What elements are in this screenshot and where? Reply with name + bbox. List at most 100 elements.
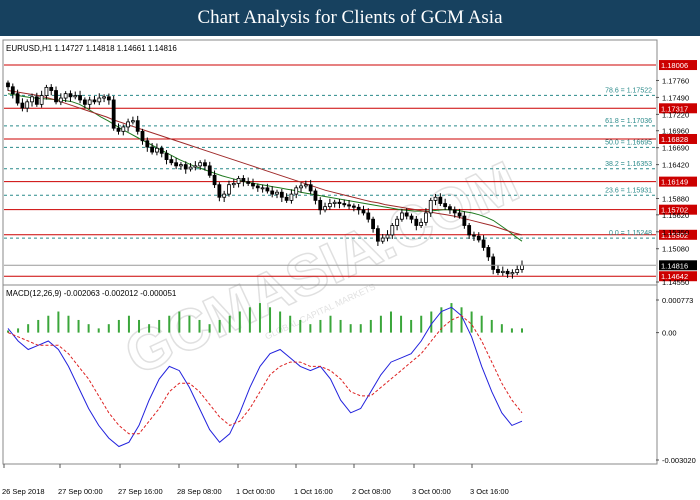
price-tick-label: 1.15350 xyxy=(662,228,689,237)
current-price-tag xyxy=(659,260,697,271)
candle-body xyxy=(404,212,409,217)
candle-body xyxy=(313,190,318,201)
red-level-tag xyxy=(659,271,697,282)
time-axis: 26 Sep 2018 27 Sep 00:00 27 Sep 16:00 28 Se… xyxy=(2,464,509,496)
candle-body xyxy=(337,201,342,204)
candle-body xyxy=(130,120,135,123)
candle-body xyxy=(246,181,251,184)
price-tick-label: 1.14550 xyxy=(662,278,689,287)
red-level-label: 1.15702 xyxy=(661,206,688,215)
candle-body xyxy=(289,193,294,201)
red-level-tag xyxy=(659,176,697,187)
candle-body xyxy=(299,185,303,189)
candle-body xyxy=(500,270,505,273)
red-level-label: 1.18006 xyxy=(661,61,688,70)
candle-body xyxy=(25,101,30,109)
candle-body xyxy=(443,203,448,208)
candle-body xyxy=(448,206,452,211)
candle-body xyxy=(284,196,289,201)
candle-body xyxy=(222,193,227,198)
fib-level-label: 0.0 = 1.15248 xyxy=(609,230,652,237)
candle-body xyxy=(476,235,481,241)
macd-line xyxy=(7,306,523,448)
candle-body xyxy=(39,95,44,105)
candle-body xyxy=(438,196,443,204)
candle-body xyxy=(116,127,121,132)
candle-body xyxy=(78,95,82,101)
candle-body xyxy=(63,93,68,99)
macd-tick-label: 0.00 xyxy=(662,329,677,338)
support-resistance-levels: 1.18006 1.17317 1.16828 1.16149 1.15702 1.153… xyxy=(4,60,697,282)
time-tick-label: 28 Sep 08:00 xyxy=(177,487,222,496)
candle-body xyxy=(356,206,361,211)
candle-body xyxy=(58,97,63,103)
candle-body xyxy=(155,147,159,153)
red-level-tag xyxy=(659,229,697,240)
candle-body xyxy=(409,215,414,220)
red-level-tag xyxy=(659,133,697,144)
candle-body xyxy=(275,191,279,195)
candle-body xyxy=(198,162,203,167)
candle-body xyxy=(414,218,419,226)
red-level-label: 1.14642 xyxy=(661,272,688,281)
price-axis: 1.17760 1.17490 1.17220 1.16960 1.16690 1.164… xyxy=(4,76,697,287)
candle-body xyxy=(179,164,183,167)
candle-body xyxy=(20,102,25,109)
candle-body xyxy=(520,264,524,270)
candle-body xyxy=(496,269,500,273)
price-tick-label: 1.15620 xyxy=(662,211,689,220)
candle-body xyxy=(265,187,270,192)
candle-body xyxy=(327,203,332,208)
candle-body xyxy=(231,183,236,186)
candle-body xyxy=(126,121,130,128)
macd-info: MACD(12,26,9) -0.002063 -0.002012 -0.000… xyxy=(6,289,177,298)
candle-body xyxy=(366,212,371,220)
candle-body xyxy=(419,221,424,226)
macd-tick-label: -0.003020 xyxy=(662,456,696,465)
page-title: Chart Analysis for Clients of GCM Asia xyxy=(0,0,700,36)
candle-body xyxy=(515,269,520,273)
fib-level-label: 78.6 = 1.17522 xyxy=(605,87,652,94)
candle-body xyxy=(44,86,49,96)
candle-body xyxy=(212,174,217,186)
candle-body xyxy=(251,183,255,187)
price-tick-label: 1.17220 xyxy=(662,110,689,119)
price-tick-label: 1.15880 xyxy=(662,195,689,204)
candle-body xyxy=(169,159,174,164)
time-tick-label: 1 Oct 00:00 xyxy=(236,487,275,496)
candle-body xyxy=(30,96,34,103)
candle-body xyxy=(462,215,467,226)
candle-body xyxy=(183,164,188,170)
candle-body xyxy=(6,82,10,88)
candle-body xyxy=(260,187,265,190)
candle-body xyxy=(102,96,106,99)
red-level-tag xyxy=(659,103,697,114)
candle-body xyxy=(351,205,356,208)
candle-body xyxy=(371,218,375,230)
time-tick-label: 27 Sep 00:00 xyxy=(58,487,103,496)
candle-body xyxy=(279,191,284,198)
candle-body xyxy=(145,140,150,148)
price-chart[interactable]: GCMASIA.COM GLOBAL CAPITAL MARKETS 1.180… xyxy=(0,36,700,500)
candle-body xyxy=(428,199,433,214)
candle-body xyxy=(97,97,102,103)
moving-averages xyxy=(7,90,523,242)
fib-level-label: 50.0 = 1.16695 xyxy=(605,139,652,146)
red-level-label: 1.17317 xyxy=(661,104,688,113)
candle-body xyxy=(270,190,275,195)
candle-body xyxy=(452,209,457,214)
candle-body xyxy=(294,187,299,195)
candle-body xyxy=(54,90,58,103)
candle-body xyxy=(15,93,20,104)
price-tick-label: 1.16420 xyxy=(662,161,689,170)
candle-body xyxy=(390,225,395,236)
price-tick-label: 1.15080 xyxy=(662,245,689,254)
candle-body xyxy=(49,86,54,91)
candle-body xyxy=(347,204,351,207)
candle-body xyxy=(332,201,337,204)
candle-body xyxy=(255,185,260,189)
candle-body xyxy=(68,93,73,98)
candle-body xyxy=(82,99,87,105)
macd-tick-label: 0.000773 xyxy=(662,296,693,305)
candle-body xyxy=(241,178,246,182)
